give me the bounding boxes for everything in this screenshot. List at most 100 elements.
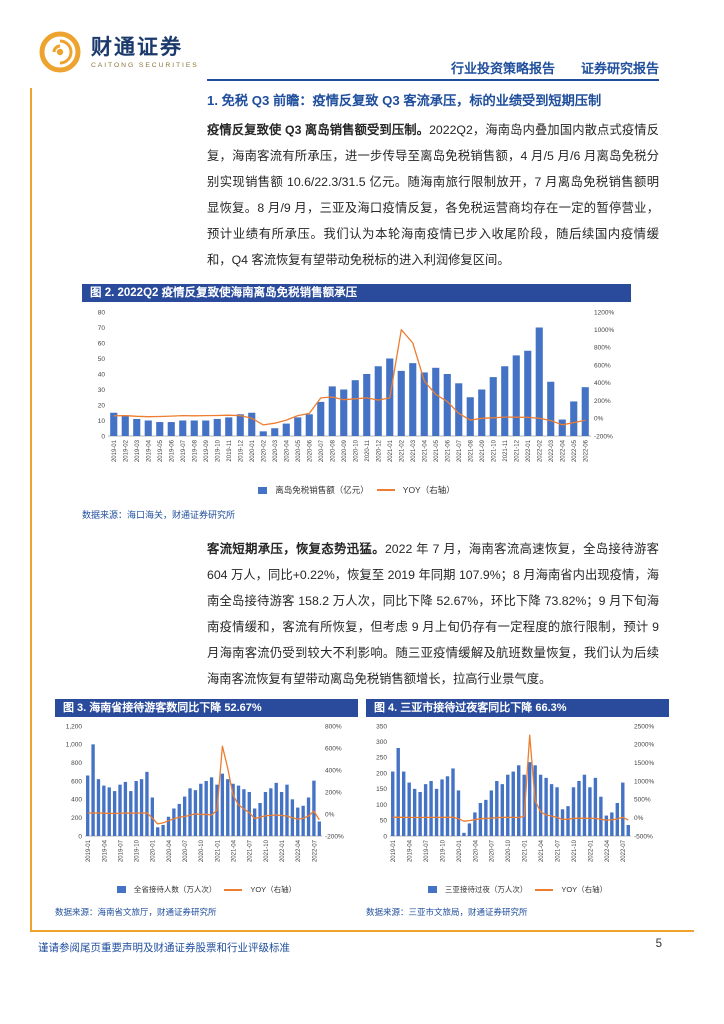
svg-text:2019-08: 2019-08: [193, 439, 199, 462]
svg-text:2021-10: 2021-10: [264, 839, 270, 862]
svg-text:2022-04: 2022-04: [561, 439, 567, 462]
bar-legend-label: 全省接待人数（万人次）: [133, 885, 217, 894]
svg-text:2019-10: 2019-10: [135, 839, 141, 862]
svg-text:300: 300: [376, 739, 387, 746]
svg-text:150: 150: [376, 786, 387, 793]
bottom-border-line: [30, 930, 694, 932]
svg-text:2021-07: 2021-07: [457, 439, 463, 462]
svg-text:2022-07: 2022-07: [312, 839, 318, 862]
duty-free-sales-chart: 0 10 20 30 40 50 60 70 80 -200% 0% 200% 400% 600% 800%…: [98, 309, 615, 462]
svg-text:1200%: 1200%: [594, 309, 614, 316]
svg-text:2020-05: 2020-05: [296, 439, 302, 462]
line-legend-swatch: [224, 888, 243, 891]
svg-text:2021-11: 2021-11: [503, 439, 509, 461]
svg-text:400: 400: [71, 797, 82, 804]
svg-text:-200%: -200%: [325, 833, 344, 840]
svg-text:2019-01: 2019-01: [112, 439, 118, 462]
svg-text:600%: 600%: [594, 362, 611, 369]
svg-text:0%: 0%: [325, 811, 335, 818]
left-border-line: [30, 88, 32, 930]
svg-text:2020-10: 2020-10: [506, 839, 512, 862]
figure3-source: 数据来源：海南省文旅厅，财通证券研究所: [55, 907, 217, 917]
svg-text:2020-04: 2020-04: [285, 439, 291, 462]
doc-type-label: 证券研究报告: [580, 61, 659, 76]
paragraph-q2-sales: 疫情反复致使 Q3 离岛销售额受到压制。2022Q2，海南岛内叠加国内散点式疫情…: [207, 117, 659, 273]
figure2-source: 数据来源：海口海关，财通证券研究所: [82, 510, 236, 520]
section-title: 1. 免税 Q3 前瞻：疫情反复致 Q3 客流承压，标的业绩受到短期压制: [207, 93, 602, 108]
header-right: 行业投资策略报告 证券研究报告: [451, 58, 659, 77]
svg-text:0%: 0%: [594, 416, 604, 423]
bar-legend-swatch: [258, 486, 268, 494]
figure4-legend: 三亚接待过夜（万人次） YOY（右轴）: [366, 884, 669, 895]
paragraph-body: 2022Q2，海南岛内叠加国内散点式疫情反复，海南客流有所承压，进一步传导至离岛…: [207, 123, 659, 267]
figure2-title-bar: 图 2. 2022Q2 疫情反复致使海南离岛免税销售额承压: [82, 284, 631, 302]
figure3-legend: 全省接待人数（万人次） YOY（右轴）: [55, 884, 358, 895]
svg-text:500%: 500%: [634, 797, 651, 804]
svg-text:2019-07: 2019-07: [424, 839, 430, 862]
svg-text:80: 80: [98, 309, 106, 316]
svg-text:800%: 800%: [594, 345, 611, 352]
line-legend-swatch: [535, 888, 554, 891]
svg-text:2021-04: 2021-04: [232, 839, 238, 862]
svg-text:70: 70: [98, 325, 106, 332]
svg-text:2022-04: 2022-04: [605, 839, 611, 862]
svg-text:2019-01: 2019-01: [391, 839, 397, 862]
svg-text:2019-10: 2019-10: [440, 839, 446, 862]
svg-text:2020-04: 2020-04: [167, 839, 173, 862]
svg-text:2020-02: 2020-02: [262, 439, 268, 462]
svg-text:2021-01: 2021-01: [523, 839, 529, 862]
svg-text:100: 100: [376, 802, 387, 809]
hainan-visitors-chart: 0 200 400 600 800 1,000 1,200 -200% 0% 200% 400% 60…: [66, 723, 344, 862]
svg-text:400%: 400%: [594, 380, 611, 387]
paragraph-body: 2022 年 7 月，海南客流高速恢复，全岛接待游客 604 万人，同比+0.2…: [207, 542, 659, 686]
svg-text:2019-01: 2019-01: [86, 839, 92, 862]
svg-text:2019-10: 2019-10: [216, 439, 222, 462]
bar-legend-label: 三亚接待过夜（万人次）: [444, 885, 528, 894]
svg-text:0: 0: [78, 833, 82, 840]
svg-text:2020-10: 2020-10: [354, 439, 360, 462]
svg-text:2019-04: 2019-04: [147, 439, 153, 462]
svg-text:60: 60: [98, 340, 106, 347]
svg-text:2022-02: 2022-02: [538, 439, 544, 462]
svg-text:2020-08: 2020-08: [331, 439, 337, 462]
svg-text:2022-06: 2022-06: [584, 439, 590, 462]
svg-text:2022-07: 2022-07: [621, 839, 627, 862]
footer-disclaimer: 谨请参阅尾页重要声明及财通证券股票和行业评级标准: [38, 942, 290, 954]
svg-text:2020-01: 2020-01: [457, 839, 463, 862]
figure3-title-bar: 图 3. 海南省接待游客数同比下降 52.67%: [55, 699, 358, 717]
bar-legend-label: 离岛免税销售额（亿元）: [275, 485, 369, 495]
svg-text:2019-07: 2019-07: [181, 439, 187, 462]
svg-text:2021-06: 2021-06: [446, 439, 452, 462]
svg-text:2021-12: 2021-12: [515, 439, 521, 462]
svg-text:2500%: 2500%: [634, 723, 654, 730]
svg-text:2021-04: 2021-04: [539, 839, 545, 862]
svg-text:20: 20: [98, 402, 106, 409]
line-legend-label: YOY（右轴）: [250, 885, 297, 894]
svg-text:1000%: 1000%: [634, 778, 654, 785]
header-divider: [207, 79, 659, 81]
svg-text:2022-01: 2022-01: [280, 839, 286, 862]
svg-text:2020-07: 2020-07: [490, 839, 496, 862]
svg-text:1000%: 1000%: [594, 327, 614, 334]
svg-text:-200%: -200%: [594, 433, 613, 440]
svg-text:400%: 400%: [325, 767, 342, 774]
svg-text:2022-01: 2022-01: [588, 839, 594, 862]
svg-text:2019-11: 2019-11: [227, 439, 233, 461]
svg-text:2020-12: 2020-12: [377, 439, 383, 462]
report-type-label: 行业投资策略报告: [450, 61, 555, 76]
svg-text:200%: 200%: [594, 398, 611, 405]
svg-text:-500%: -500%: [634, 833, 653, 840]
sanya-visitors-chart: 0 50 100 150 200 250 300 350 -500% 0% 500% 1000% 150…: [376, 723, 654, 862]
svg-text:2020-09: 2020-09: [342, 439, 348, 462]
svg-text:30: 30: [98, 387, 106, 394]
svg-text:2019-07: 2019-07: [118, 839, 124, 862]
svg-text:50: 50: [98, 356, 106, 363]
svg-text:350: 350: [376, 723, 387, 730]
svg-text:2022-04: 2022-04: [296, 839, 302, 862]
line-legend-label: YOY（右轴）: [402, 485, 455, 495]
svg-text:2020-07: 2020-07: [183, 839, 189, 862]
svg-text:2021-10: 2021-10: [572, 839, 578, 862]
figure4-title-bar: 图 4. 三亚市接待过夜客同比下降 66.3%: [366, 699, 669, 717]
svg-text:2019-03: 2019-03: [135, 439, 141, 462]
